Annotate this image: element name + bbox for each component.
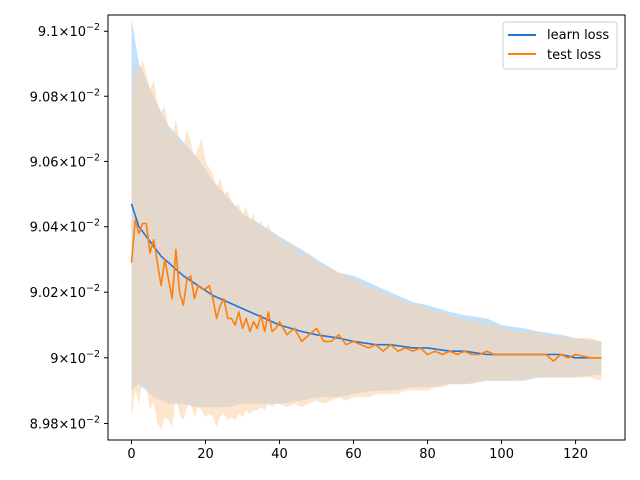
- test-loss-band: [131, 60, 602, 431]
- y-tick-label: 9.06×10−2: [30, 152, 100, 170]
- legend-test-loss-label: test loss: [547, 48, 601, 63]
- x-tick-label: 20: [197, 447, 214, 462]
- plot-frame: [107, 14, 626, 441]
- y-tick-label: 9.1×10−2: [38, 22, 100, 40]
- legend: learn loss test loss: [502, 21, 618, 70]
- y-tick-label: 9.02×10−2: [30, 283, 100, 301]
- y-tick-label: 8.98×10−2: [30, 415, 100, 433]
- legend-box: [502, 21, 618, 70]
- x-axis: 0 20 40 60 80 100 120: [127, 440, 588, 462]
- confidence-bands: [131, 18, 602, 431]
- series-lines: [130, 203, 602, 362]
- y-tick-label: 9.08×10−2: [30, 87, 100, 105]
- x-tick-label: 40: [271, 447, 288, 462]
- legend-learn-loss-label: learn loss: [547, 28, 609, 43]
- x-tick-label: 120: [563, 447, 588, 462]
- y-tick-label: 9.04×10−2: [30, 218, 100, 236]
- x-tick-label: 60: [345, 447, 362, 462]
- y-tick-label: 9×10−2: [50, 349, 100, 367]
- y-axis: 8.98×10−2 9×10−2 9.02×10−2 9.04×10−2 9.06×10…: [30, 22, 108, 433]
- test-loss-line: [130, 219, 602, 362]
- x-tick-label: 0: [127, 447, 135, 462]
- x-tick-label: 100: [489, 447, 514, 462]
- x-tick-label: 80: [419, 447, 436, 462]
